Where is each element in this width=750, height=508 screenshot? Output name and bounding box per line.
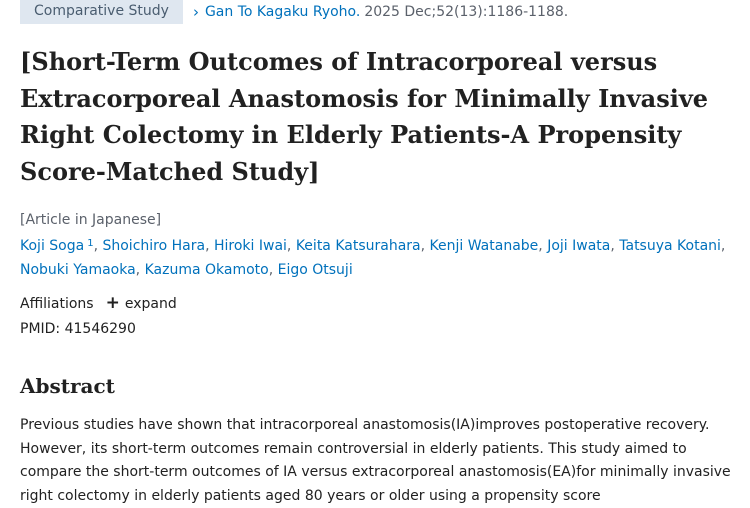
journal-link[interactable]: › Gan To Kagaku Ryoho. 2025 Dec;52(13):1…: [193, 4, 568, 20]
author-link[interactable]: Joji Iwata: [547, 238, 611, 254]
author-link[interactable]: Hiroki Iwai: [213, 238, 287, 254]
author-link[interactable]: Eigo Otsuji: [277, 262, 353, 278]
language-note: [Article in Japanese]: [20, 212, 162, 228]
plus-icon: +: [105, 293, 120, 313]
author-link[interactable]: Kazuma Okamoto: [144, 262, 269, 278]
affiliation-number[interactable]: 1: [87, 238, 94, 249]
author-link[interactable]: Shoichiro Hara: [102, 238, 206, 254]
expand-affiliations-button[interactable]: + expand: [106, 295, 177, 312]
chevron-right-icon: ›: [192, 2, 199, 21]
author-link[interactable]: Koji Soga: [20, 238, 85, 254]
journal-name[interactable]: Gan To Kagaku Ryoho.: [204, 4, 361, 20]
article-header: Comparative Study › Gan To Kagaku Ryoho.…: [20, 0, 568, 24]
author-link[interactable]: Tatsuya Kotani: [619, 238, 721, 254]
author-link[interactable]: Kenji Watanabe: [429, 238, 539, 254]
affiliations-row: Affiliations + expand: [20, 295, 177, 312]
pmid-value: 41546290: [64, 321, 136, 337]
pmid-label: PMID:: [20, 321, 61, 337]
affiliations-label: Affiliations: [20, 295, 94, 312]
authors-list: Koji Soga 1, Shoichiro Hara, Hiroki Iwai,…: [20, 238, 726, 278]
author-link[interactable]: Keita Katsurahara: [295, 238, 421, 254]
article-title: [Short-Term Outcomes of Intracorporeal v…: [20, 47, 709, 186]
article-type-badge: Comparative Study: [20, 0, 183, 24]
abstract-heading: Abstract: [20, 374, 115, 398]
author-link[interactable]: Nobuki Yamaoka: [20, 262, 136, 278]
abstract-text: Previous studies have shown that intraco…: [20, 417, 731, 504]
pmid: PMID: 41546290: [20, 321, 136, 337]
expand-label: expand: [124, 295, 177, 312]
journal-citation: 2025 Dec;52(13):1186-1188.: [364, 4, 569, 20]
